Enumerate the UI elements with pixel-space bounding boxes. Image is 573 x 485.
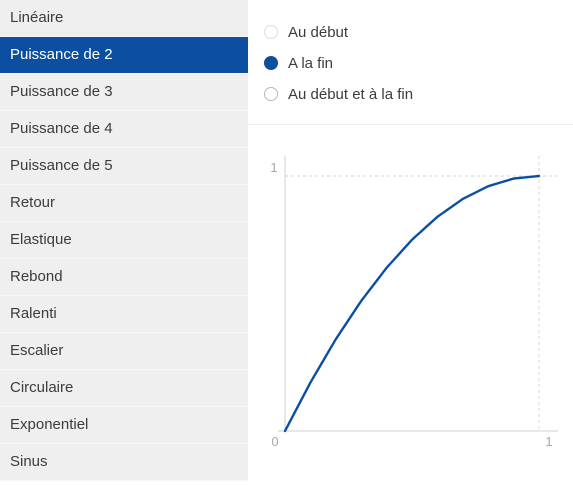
- easing-item-lineaire[interactable]: Linéaire: [0, 0, 248, 37]
- easing-curve-line: [283, 174, 541, 433]
- easing-item-puissance-2[interactable]: Puissance de 2: [0, 37, 248, 74]
- easing-item-circulaire[interactable]: Circulaire: [0, 370, 248, 407]
- radio-label: Au début et à la fin: [288, 85, 414, 103]
- radio-button[interactable]: [264, 87, 278, 101]
- easing-item-puissance-5[interactable]: Puissance de 5: [0, 148, 248, 185]
- radio-button-checked[interactable]: [264, 56, 278, 70]
- easing-curve-chart: 1 0 1: [248, 126, 573, 480]
- radio-au-debut-et-a-la-fin[interactable]: Au début et à la fin: [264, 82, 413, 106]
- easing-list: Linéaire Puissance de 2 Puissance de 3 P…: [0, 0, 248, 481]
- easing-item-exponentiel[interactable]: Exponentiel: [0, 407, 248, 444]
- y-max-tick-label: 1: [270, 160, 277, 175]
- radio-label: A la fin: [288, 54, 334, 72]
- easing-item-rebond[interactable]: Rebond: [0, 259, 248, 296]
- radio-a-la-fin[interactable]: A la fin: [264, 51, 333, 75]
- radio-button[interactable]: [264, 25, 278, 39]
- easing-item-retour[interactable]: Retour: [0, 185, 248, 222]
- radio-au-debut[interactable]: Au début: [264, 20, 348, 44]
- easing-item-ralenti[interactable]: Ralenti: [0, 296, 248, 333]
- x-min-tick-label: 0: [271, 434, 278, 449]
- easing-item-puissance-3[interactable]: Puissance de 3: [0, 74, 248, 111]
- easing-item-escalier[interactable]: Escalier: [0, 333, 248, 370]
- easing-item-elastique[interactable]: Elastique: [0, 222, 248, 259]
- easing-item-puissance-4[interactable]: Puissance de 4: [0, 111, 248, 148]
- x-max-tick-label: 1: [545, 434, 552, 449]
- easing-mode-group: Au début A la fin Au début et à la fin: [248, 0, 573, 125]
- radio-label: Au début: [288, 23, 349, 41]
- easing-curve-svg: 1 0 1: [270, 156, 558, 449]
- easing-item-sinus[interactable]: Sinus: [0, 444, 248, 481]
